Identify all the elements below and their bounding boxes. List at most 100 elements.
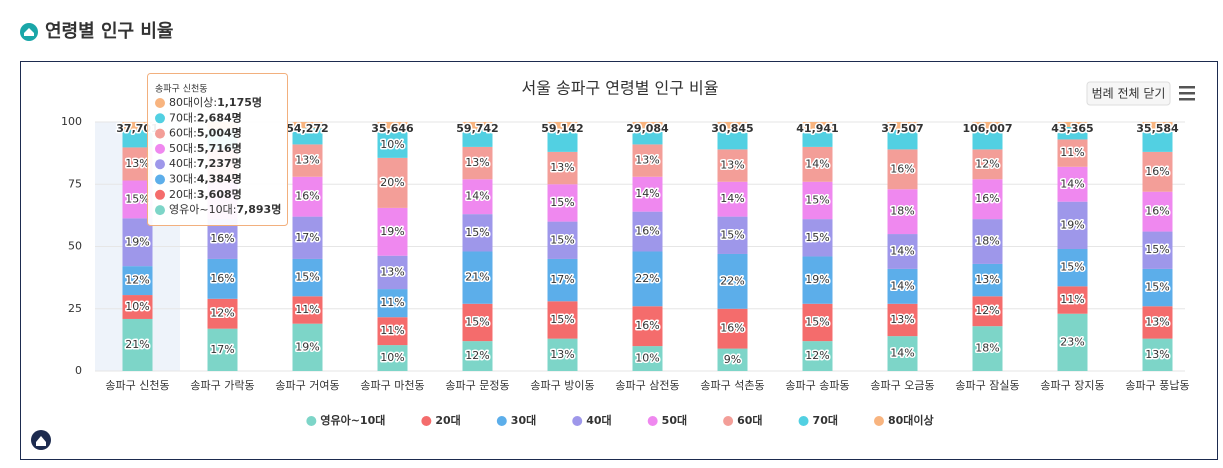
bar-segment <box>377 207 408 256</box>
legend-item[interactable]: 영유아~10대 <box>306 413 385 427</box>
legend-item[interactable]: 70대 <box>798 413 838 427</box>
segment-label: 13% <box>550 161 574 174</box>
bar-segment <box>632 251 663 307</box>
tooltip-row-value: 7,893명 <box>236 202 281 216</box>
bar-segment <box>972 296 1003 327</box>
segment-label: 17% <box>210 343 234 356</box>
segment-label: 19% <box>1060 218 1084 231</box>
tooltip-row-label: 60대: <box>169 127 197 140</box>
segment-label: 15% <box>295 271 319 284</box>
bar-segment <box>462 214 493 252</box>
segment-label: 11% <box>1060 146 1084 159</box>
bar-segment <box>717 149 748 182</box>
bar-segment <box>1057 201 1088 249</box>
tooltip-row-value: 2,684명 <box>197 110 242 124</box>
bar-segment <box>1057 126 1088 140</box>
bar-segment <box>122 129 153 148</box>
bar-segment <box>887 189 918 235</box>
y-tick-label: 50 <box>68 240 82 253</box>
bar-segment <box>122 318 153 371</box>
segment-label: 10% <box>380 138 404 151</box>
bar-segment <box>1142 151 1173 192</box>
segment-label: 17% <box>295 231 319 244</box>
bar-segment <box>292 144 323 177</box>
bar-segment <box>207 298 238 329</box>
x-tick-label: 송파구 마천동 <box>360 378 424 392</box>
tooltip-row-value: 1,175명 <box>217 95 262 109</box>
legend-toggle-button[interactable] <box>1086 81 1171 106</box>
legend-label: 영유아~10대 <box>320 413 385 427</box>
legend-label: 60대 <box>737 413 762 427</box>
bar-segment <box>462 341 493 371</box>
segment-label: 13% <box>635 154 659 167</box>
legend-item[interactable]: 40대 <box>572 413 612 427</box>
legend-item[interactable]: 20대 <box>421 413 461 427</box>
segment-label: 15% <box>1145 243 1169 256</box>
total-label: 41,941 <box>796 122 838 135</box>
segment-label: 23% <box>1060 335 1084 348</box>
bar-segment <box>1057 122 1088 127</box>
x-tick-label: 송파구 송파동 <box>785 379 849 392</box>
bar-segment <box>547 122 578 131</box>
segment-label: 16% <box>210 232 234 245</box>
header-title: 연령별 인구 비율 <box>45 21 173 42</box>
tooltip-row-value: 5,716명 <box>197 141 242 155</box>
legend-item[interactable]: 60대 <box>723 413 763 427</box>
tooltip-row-value: 3,608명 <box>197 187 242 201</box>
tooltip-row-label: 영유아~10대: <box>169 203 236 216</box>
segment-label: 14% <box>720 192 744 205</box>
segment-label: 11% <box>380 324 404 337</box>
bar-segment <box>547 301 578 339</box>
bar-segment <box>292 323 323 371</box>
legend-label: 20대 <box>435 413 460 427</box>
segment-label: 15% <box>550 313 574 326</box>
legend-marker <box>572 416 583 426</box>
bar-segment <box>462 251 493 304</box>
segment-label: 16% <box>210 272 234 285</box>
bar-segment <box>292 296 323 324</box>
bar-segment <box>547 258 578 302</box>
bar-segment <box>887 268 918 304</box>
x-tick-label: 송파구 장지동 <box>1040 379 1104 392</box>
segment-label: 15% <box>805 193 829 206</box>
bar-segment <box>717 216 748 254</box>
legend-item[interactable]: 30대 <box>496 413 536 427</box>
segment-label: 13% <box>720 159 744 172</box>
y-tick-label: 100 <box>61 115 82 128</box>
segment-label: 11% <box>380 296 404 309</box>
segment-label: 21% <box>125 338 149 351</box>
tooltip-marker <box>155 159 165 170</box>
legend-item[interactable]: 80대이상 <box>873 413 934 427</box>
legend-item[interactable]: 50대 <box>647 413 687 427</box>
bar-segment <box>377 157 408 208</box>
segment-label: 10% <box>380 351 404 364</box>
tooltip-row-label: 30대: <box>169 173 197 186</box>
bar-segment <box>632 346 663 371</box>
bar-segment <box>1057 166 1088 202</box>
menu-icon[interactable] <box>1179 86 1195 101</box>
legend-toggle-label[interactable]: 범례 전체 닫기 <box>1092 87 1166 101</box>
segment-label: 10% <box>125 300 149 313</box>
x-tick-label: 송파구 문정동 <box>445 379 509 392</box>
bar-segment <box>292 216 323 259</box>
x-tick-label: 송파구 가락동 <box>190 379 254 392</box>
segment-label: 16% <box>890 162 914 175</box>
segment-label: 11% <box>1060 293 1084 306</box>
bar-segment <box>1057 313 1088 371</box>
bar-segment <box>887 149 918 190</box>
menu-bar <box>1179 92 1195 95</box>
bar-segment <box>887 234 918 269</box>
header-icon-house <box>24 28 34 36</box>
bar-segment <box>1142 122 1173 130</box>
segment-label: 15% <box>805 231 829 244</box>
segment-label: 19% <box>380 225 404 238</box>
bar-segment <box>462 146 493 180</box>
bar-segment <box>377 122 408 132</box>
bar-segment <box>972 219 1003 264</box>
bar-segment <box>802 341 833 371</box>
total-label: 37,507 <box>881 122 923 135</box>
segment-label: 15% <box>465 315 489 328</box>
bar-segment <box>1142 231 1173 269</box>
bar-segment <box>802 122 833 130</box>
